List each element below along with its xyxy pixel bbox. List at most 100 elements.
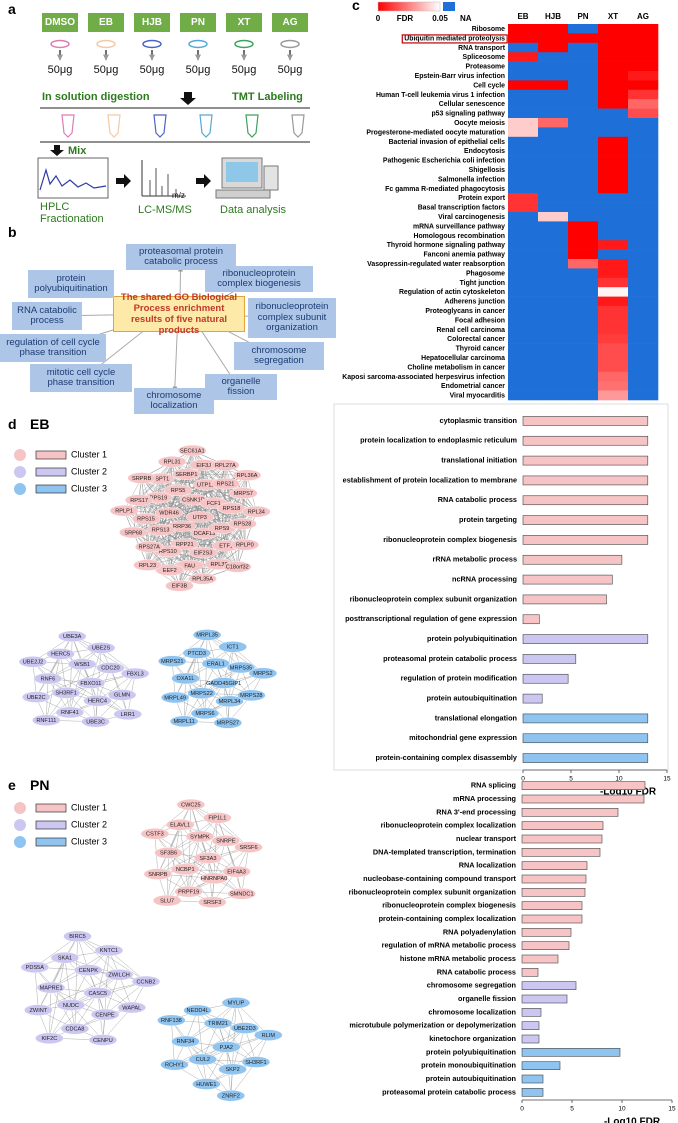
category-label: ribonucleoprotein complex subunit organi…	[350, 594, 517, 603]
heat-cell	[538, 259, 569, 269]
row-label: Focal adhesion	[455, 317, 505, 324]
node-label: RPS27A	[138, 545, 160, 551]
highlight-box	[401, 34, 508, 44]
category-label: posttranscriptional regulation of gene e…	[345, 614, 517, 623]
row-label: Renal cell carcinoma	[436, 327, 505, 334]
dish	[188, 39, 208, 49]
row-label: Spliceosome	[462, 54, 505, 61]
node-label: SRP68	[124, 530, 142, 536]
category-label: protein targeting	[459, 515, 517, 524]
category-label: chromosome localization	[428, 1007, 516, 1016]
chart-frame	[333, 403, 669, 771]
heat-cell	[508, 381, 539, 391]
heat-cell	[538, 183, 569, 194]
row-label: mRNA surveillance pathway	[413, 223, 505, 230]
heat-cell	[628, 277, 659, 288]
heat-cell	[508, 362, 539, 373]
node-label: GSPT1	[151, 477, 169, 483]
network-edge	[49, 957, 66, 1039]
node-label: RPL36A	[237, 473, 258, 479]
network-node	[113, 708, 142, 720]
node-label: SNRPB	[148, 872, 168, 878]
network-node	[154, 507, 184, 519]
network-node	[185, 830, 215, 843]
node-label: EIF2S3	[194, 550, 213, 556]
heat-cell	[508, 296, 539, 307]
go-term: chromosome segregation	[234, 342, 324, 370]
step-label: TMT Labeling	[232, 91, 303, 103]
row-label: Ribosome	[472, 26, 505, 33]
heat-cell	[538, 80, 569, 91]
legend-node	[14, 819, 26, 831]
category-label: protein localization to endoplasmic reti…	[360, 436, 517, 445]
network-node	[190, 707, 220, 720]
legend-label: Cluster 3	[71, 483, 107, 493]
bar	[521, 928, 572, 937]
heat-cell	[508, 259, 539, 269]
node-label: RPS10	[159, 549, 177, 555]
heat-cell	[598, 353, 629, 363]
category-label: protein polyubiquitination	[426, 1047, 516, 1056]
heat-cell	[538, 240, 569, 250]
heat-cell	[568, 89, 599, 100]
node-label: KIF2C	[41, 1036, 57, 1042]
heat-cell	[628, 268, 659, 279]
network-edge	[70, 970, 89, 1006]
network-node	[124, 494, 154, 506]
bar	[522, 495, 649, 506]
heat-cell	[598, 296, 629, 307]
node-label: CSTF3	[146, 832, 164, 838]
node-label: FBXO11	[80, 681, 101, 687]
bar	[521, 968, 539, 977]
node-label: LRR1	[121, 712, 135, 718]
network-node	[33, 672, 63, 685]
node-label: MRPS27	[217, 721, 239, 727]
network-node	[228, 518, 257, 530]
network-node	[83, 695, 112, 707]
network-node	[165, 580, 194, 592]
network-node	[35, 1032, 64, 1044]
heat-cell	[508, 268, 539, 279]
network-edge	[141, 478, 150, 547]
category-label: ribonucleoprotein complex biogenesis	[383, 535, 517, 544]
category-label: RNA catabolic process	[437, 967, 516, 976]
node-label: RPLP1	[115, 508, 133, 514]
bar	[522, 594, 607, 605]
network-edge	[242, 475, 248, 524]
network-node	[117, 1001, 146, 1014]
column-label: PN	[577, 12, 588, 21]
node-label: SKP2	[225, 1067, 239, 1073]
category-label: protein-containing complex localization	[379, 914, 516, 923]
bar	[521, 1021, 540, 1030]
network-node	[160, 691, 190, 704]
category-label: protein-containing complex disassembly	[375, 753, 517, 762]
heat-cell	[628, 193, 659, 203]
node-label: HERC4	[88, 699, 107, 705]
network-node	[18, 656, 48, 668]
network-node	[174, 885, 203, 898]
bar	[522, 515, 649, 525]
dish	[96, 39, 116, 49]
heat-cell	[628, 230, 659, 241]
network-edge	[49, 1004, 72, 1039]
network-node	[166, 819, 195, 831]
node-label: OXA1L	[176, 676, 194, 682]
network-edge	[202, 1023, 219, 1060]
network-node	[74, 964, 103, 976]
node-label: SRSF3	[203, 900, 221, 906]
heat-cell	[508, 80, 539, 91]
network-node	[183, 1004, 212, 1017]
network-node	[146, 524, 175, 536]
bar	[521, 781, 646, 790]
network-node	[188, 546, 218, 559]
network-node	[81, 715, 110, 728]
node-label: KNTC1	[100, 948, 118, 954]
network-node	[232, 469, 262, 481]
heat-cell	[568, 155, 599, 166]
network-edge	[74, 936, 78, 1029]
node-label: UTP11L	[197, 483, 217, 489]
heat-cell	[598, 24, 629, 34]
network-edge	[77, 936, 147, 982]
heat-cell	[598, 343, 629, 354]
heat-cell	[598, 315, 629, 326]
